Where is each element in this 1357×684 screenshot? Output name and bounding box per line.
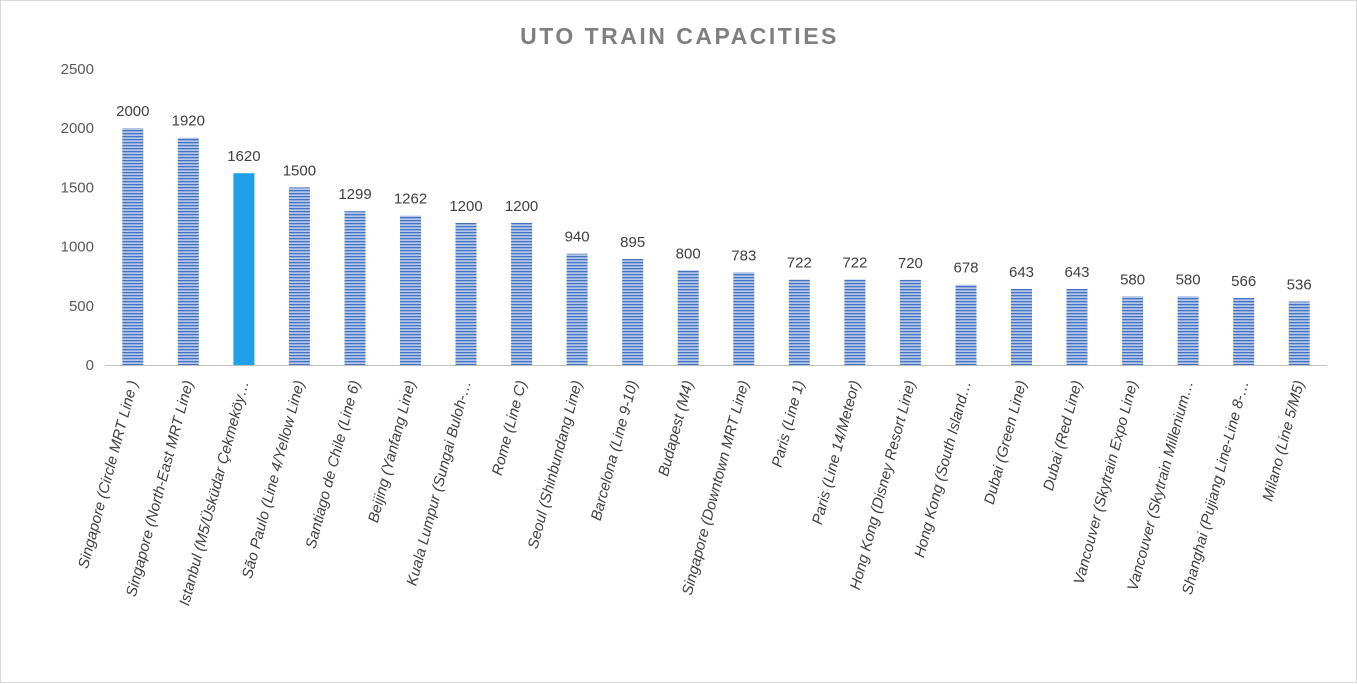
y-axis-tick-labels: 0 500 1000 1500 2000 2500 [61, 61, 94, 374]
data-label: 722 [842, 255, 867, 272]
category-label: Vancouver (Skytrain Expo Line) [1071, 379, 1142, 587]
chart-title: UTO TRAIN CAPACITIES [520, 23, 839, 49]
data-label: 580 [1176, 271, 1201, 288]
category-label: Budapest (M4) [655, 379, 697, 478]
y-tick-label: 0 [86, 357, 94, 374]
bar [511, 222, 533, 365]
data-label: 536 [1287, 277, 1312, 294]
data-label: 1299 [338, 186, 371, 203]
data-label: 1200 [449, 198, 482, 215]
data-label: 940 [565, 229, 590, 246]
data-label: 678 [953, 260, 978, 277]
data-label: 2000 [116, 103, 149, 120]
category-label: Singapore (Downtown MRT Line) [679, 379, 753, 597]
bar [733, 272, 755, 365]
y-tick-label: 1500 [61, 179, 94, 196]
data-label: 580 [1120, 271, 1145, 288]
category-label: Singapore (Circle MRT Line ) [75, 379, 142, 571]
bar [344, 211, 366, 365]
category-label: Dubai (Green Line) [981, 379, 1030, 507]
bar [955, 284, 977, 365]
bar [1288, 301, 1310, 365]
category-label: Hong Kong (South Island… [911, 379, 975, 560]
data-label: 566 [1231, 273, 1256, 290]
bar [400, 215, 421, 365]
data-label: 722 [787, 255, 812, 272]
data-label: 1200 [505, 198, 538, 215]
bar-series [122, 128, 1310, 365]
data-labels: 2000 1920 1620 1500 1299 1262 1200 1200 940 895 80… [116, 103, 1312, 293]
bar [1177, 296, 1199, 365]
bar [177, 137, 199, 365]
data-label: 1920 [172, 113, 205, 130]
category-label: Milano (Line 5/M5) [1259, 379, 1308, 503]
bar [122, 128, 144, 365]
bar [788, 279, 810, 365]
category-labels: Singapore (Circle MRT Line )Singapore (N… [75, 378, 1308, 607]
data-label: 800 [676, 245, 701, 262]
category-label: Dubai (Red Line) [1040, 379, 1086, 493]
bar [1066, 288, 1088, 365]
category-label: Beijing (Yanfang Line) [365, 379, 419, 525]
category-label: Paris (Line 1) [769, 379, 809, 470]
bar [677, 270, 699, 365]
data-label: 1262 [394, 191, 427, 208]
bar [899, 279, 921, 365]
data-label: 1620 [227, 148, 260, 165]
bar [1122, 296, 1144, 365]
category-label: Shanghai (Pujiang Line-Line 8-… [1179, 379, 1253, 597]
category-label: Santiago de Chile (Line 6) [303, 379, 364, 551]
bar [1011, 288, 1032, 365]
category-label: Paris (Line 14/Meteor) [809, 379, 864, 527]
bar [455, 222, 477, 365]
bar [844, 279, 866, 365]
y-tick-label: 2500 [61, 61, 94, 78]
data-label: 783 [731, 247, 756, 264]
y-tick-label: 2000 [61, 120, 94, 137]
category-label: Barcelona (Line 9-10) [588, 379, 642, 523]
data-label: 895 [620, 234, 645, 251]
bar [566, 253, 588, 365]
category-label: Kuala Lumpur (Sungai Buloh-… [404, 379, 475, 588]
category-label: São Paulo (Line 4/Yellow Line) [239, 379, 308, 581]
category-label: Rome (Line C) [489, 379, 531, 478]
data-label: 643 [1009, 264, 1034, 281]
y-tick-label: 1000 [61, 239, 94, 256]
bar [1233, 298, 1255, 365]
category-label: Seoul (Shinbundang Line) [525, 379, 586, 551]
data-label: 1500 [283, 162, 316, 179]
category-label: Hong Kong (Disney Resort Line) [847, 379, 919, 592]
category-label: Vancouver (Skytrain Millenium… [1124, 379, 1197, 593]
bar [233, 173, 255, 365]
data-label: 643 [1064, 264, 1089, 281]
data-label: 720 [898, 255, 923, 272]
bar [288, 187, 310, 365]
y-tick-label: 500 [69, 298, 94, 315]
bar [622, 259, 644, 365]
